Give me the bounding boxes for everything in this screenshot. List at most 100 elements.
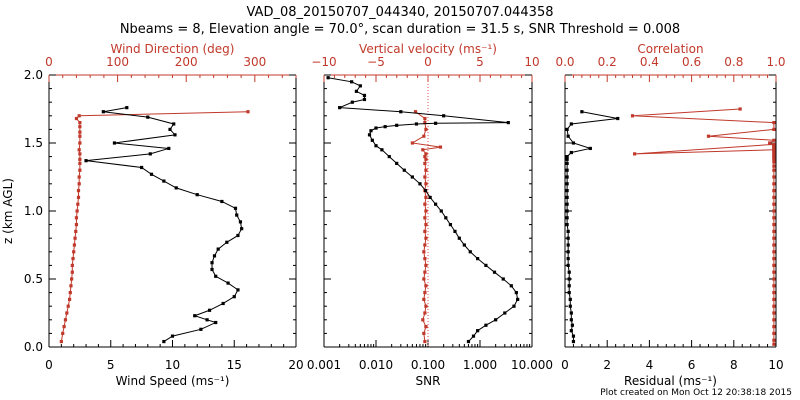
data-point bbox=[565, 155, 569, 159]
series-line bbox=[566, 111, 618, 342]
data-point bbox=[484, 323, 488, 327]
data-point bbox=[569, 311, 573, 315]
data-point bbox=[422, 297, 426, 301]
data-point bbox=[424, 223, 428, 227]
data-point bbox=[362, 93, 367, 97]
data-point bbox=[207, 308, 212, 312]
data-point bbox=[424, 209, 428, 213]
data-point bbox=[772, 243, 776, 247]
data-point bbox=[772, 138, 776, 142]
top-tick-label: 5 bbox=[476, 55, 484, 69]
series-line bbox=[60, 111, 248, 342]
data-point bbox=[374, 126, 378, 130]
data-point bbox=[568, 304, 572, 308]
data-point bbox=[772, 209, 776, 213]
x-tick-label: 0.100 bbox=[411, 358, 445, 372]
data-point bbox=[199, 327, 203, 331]
data-point bbox=[221, 301, 225, 306]
data-point bbox=[569, 318, 573, 322]
top-tick-label: 0.8 bbox=[724, 55, 743, 69]
data-point bbox=[212, 254, 217, 258]
data-point bbox=[232, 295, 236, 299]
data-point bbox=[565, 157, 569, 161]
x-axis-label: SNR bbox=[416, 374, 441, 388]
data-point bbox=[63, 318, 68, 322]
data-point bbox=[567, 270, 571, 274]
panel-3: 0 2 4 6 8 10 Residual (ms⁻¹) 0.0 0.2 0.4 0.6 0.8 1.0… bbox=[555, 42, 785, 388]
figure-title-line2: Nbeams = 8, Elevation angle = 70.0°, sca… bbox=[120, 22, 680, 37]
data-point bbox=[566, 257, 570, 261]
data-point bbox=[172, 122, 176, 126]
top-tick-label: 0.2 bbox=[598, 55, 617, 69]
data-point bbox=[350, 100, 354, 104]
data-point bbox=[421, 318, 425, 322]
data-point bbox=[772, 168, 776, 172]
data-point bbox=[565, 216, 569, 220]
data-point bbox=[706, 134, 711, 138]
data-point bbox=[423, 175, 427, 179]
data-point bbox=[424, 168, 428, 172]
data-point bbox=[424, 284, 428, 288]
data-point bbox=[567, 291, 571, 295]
data-point bbox=[428, 195, 432, 199]
data-point bbox=[173, 133, 177, 137]
data-point bbox=[410, 141, 414, 145]
data-point bbox=[77, 148, 81, 152]
data-point bbox=[167, 146, 171, 151]
top-tick-label: −10 bbox=[311, 55, 336, 69]
data-point bbox=[501, 277, 505, 281]
data-point bbox=[567, 284, 571, 288]
x-tick-label: 1.000 bbox=[463, 358, 497, 372]
top-tick-label: 100 bbox=[106, 55, 129, 69]
data-point bbox=[471, 334, 476, 338]
data-point bbox=[383, 125, 387, 129]
data-point bbox=[74, 216, 79, 220]
data-point bbox=[73, 236, 77, 240]
data-point bbox=[214, 274, 218, 278]
data-point bbox=[326, 76, 330, 80]
data-point bbox=[433, 121, 438, 125]
data-point bbox=[566, 263, 570, 267]
data-point bbox=[569, 122, 573, 126]
series-snr bbox=[326, 76, 520, 344]
data-point bbox=[76, 202, 80, 206]
panel-2: 0.001 0.010 0.100 1.000 10.000 SNR −10 −5 0 5 10 Ve… bbox=[307, 42, 553, 388]
series-residual bbox=[565, 110, 620, 344]
data-point bbox=[772, 229, 776, 233]
data-point bbox=[772, 189, 776, 193]
data-point bbox=[220, 199, 224, 204]
data-point bbox=[78, 130, 82, 134]
data-point bbox=[433, 202, 438, 206]
data-point bbox=[402, 168, 406, 172]
data-point bbox=[78, 121, 82, 125]
data-point bbox=[369, 129, 373, 133]
x-tick-label: 5 bbox=[107, 358, 115, 372]
data-point bbox=[112, 141, 117, 145]
data-point bbox=[413, 110, 418, 114]
data-point bbox=[216, 247, 220, 251]
data-point bbox=[410, 175, 414, 179]
data-point bbox=[569, 329, 573, 333]
data-point bbox=[61, 331, 65, 335]
data-point bbox=[772, 297, 776, 301]
data-point bbox=[72, 243, 76, 247]
data-point bbox=[565, 168, 569, 172]
y-axis-label: z (km AGL) bbox=[1, 178, 15, 244]
data-point bbox=[569, 150, 573, 155]
data-point bbox=[565, 223, 569, 227]
top-tick-label: 200 bbox=[175, 55, 198, 69]
data-point bbox=[565, 161, 569, 165]
series-wind-speed bbox=[84, 106, 244, 344]
data-point bbox=[442, 114, 446, 118]
top-axis-label: Vertical velocity (ms⁻¹) bbox=[359, 42, 497, 56]
data-point bbox=[71, 257, 75, 261]
x-tick-label: 0 bbox=[45, 358, 53, 372]
data-point bbox=[772, 311, 776, 315]
data-point bbox=[76, 189, 81, 193]
data-point bbox=[423, 116, 427, 121]
x-axis-label: Residual (ms⁻¹) bbox=[624, 374, 717, 388]
top-tick-label: 300 bbox=[243, 55, 266, 69]
data-point bbox=[380, 148, 384, 152]
data-point bbox=[423, 311, 427, 315]
